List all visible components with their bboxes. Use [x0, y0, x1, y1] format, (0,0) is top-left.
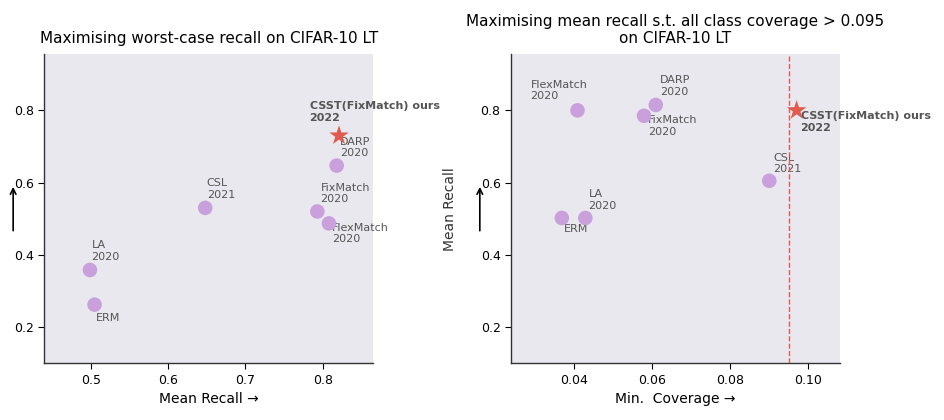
Point — [570, 107, 585, 114]
Text: FlexMatch
2020: FlexMatch 2020 — [332, 223, 389, 244]
Title: Maximising worst-case recall on CIFAR-10 LT: Maximising worst-case recall on CIFAR-10… — [40, 31, 378, 46]
Point — [578, 215, 593, 221]
Text: CSL
2021: CSL 2021 — [207, 178, 235, 200]
Text: DARP
2020: DARP 2020 — [660, 75, 690, 97]
Point — [789, 107, 804, 114]
Text: ERM: ERM — [564, 224, 588, 234]
Text: Mean Recall: Mean Recall — [443, 167, 457, 251]
Text: FixMatch
2020: FixMatch 2020 — [648, 115, 698, 137]
Point — [636, 113, 651, 119]
Point — [197, 205, 212, 211]
Text: CSL
2021: CSL 2021 — [773, 153, 801, 174]
Text: FixMatch
2020: FixMatch 2020 — [320, 183, 370, 204]
Text: CSST(FixMatch) ours
2022: CSST(FixMatch) ours 2022 — [801, 111, 931, 133]
X-axis label: Mean Recall →: Mean Recall → — [159, 392, 259, 406]
Point — [82, 267, 97, 273]
Point — [762, 177, 777, 184]
Point — [331, 132, 346, 139]
Point — [329, 162, 345, 169]
Point — [87, 301, 102, 308]
Text: FlexMatch
2020: FlexMatch 2020 — [531, 80, 587, 101]
Text: DARP
2020: DARP 2020 — [340, 137, 370, 158]
Point — [310, 208, 325, 215]
Text: CSST(FixMatch) ours
2022: CSST(FixMatch) ours 2022 — [310, 101, 440, 123]
Point — [649, 102, 664, 108]
X-axis label: Min.  Coverage →: Min. Coverage → — [615, 392, 735, 406]
Text: LA
2020: LA 2020 — [588, 189, 616, 211]
Title: Maximising mean recall s.t. all class coverage > 0.095
on CIFAR-10 LT: Maximising mean recall s.t. all class co… — [466, 14, 885, 46]
Point — [554, 215, 569, 221]
Text: LA
2020: LA 2020 — [92, 240, 120, 262]
Text: ERM: ERM — [96, 313, 121, 323]
Point — [321, 220, 336, 227]
